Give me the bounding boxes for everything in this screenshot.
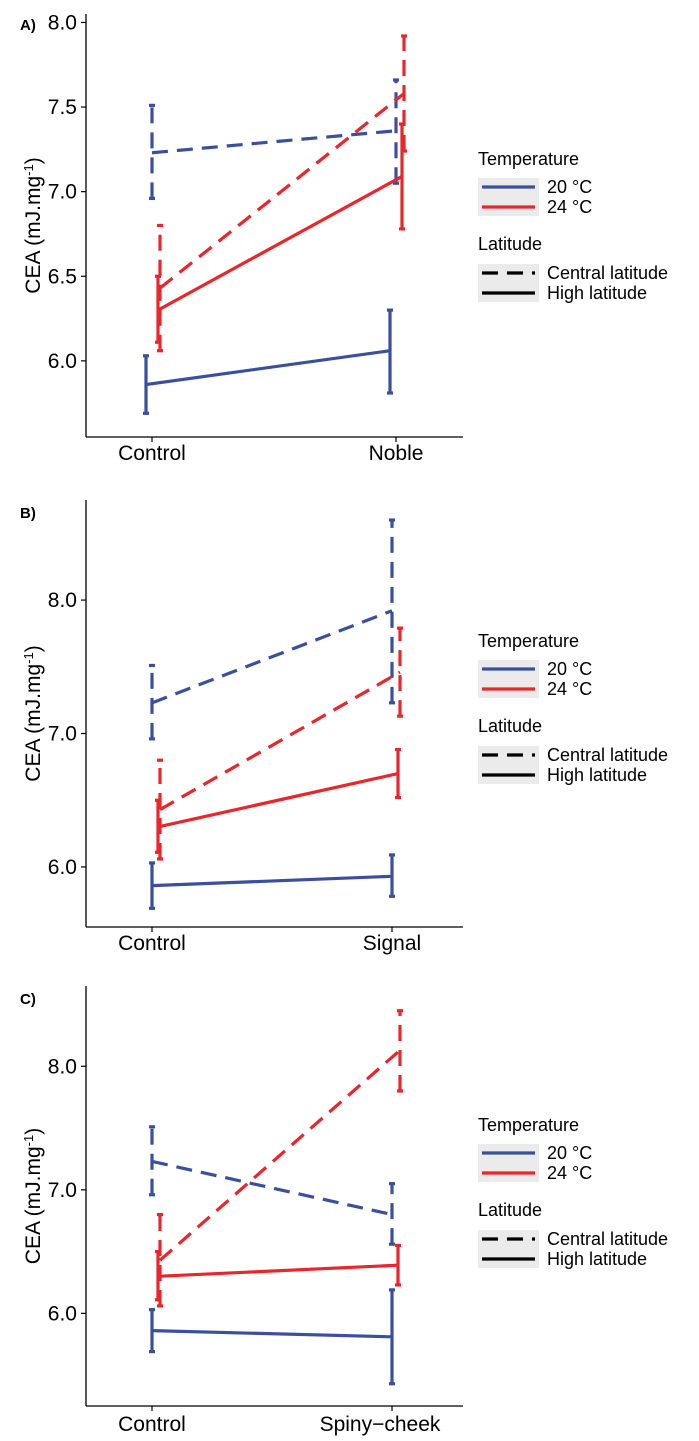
panel-label: C) [20, 991, 36, 1008]
legend-label: 20 °C [547, 177, 592, 197]
legend-key-bg [478, 660, 539, 698]
y-tick-label: 6.0 [48, 1302, 77, 1325]
series-line [158, 1049, 402, 1262]
legend-label: 20 °C [547, 659, 592, 679]
legend-label: 20 °C [547, 1143, 592, 1163]
legend-title-temperature: Temperature [478, 631, 579, 651]
legend-title-latitude: Latitude [478, 234, 542, 254]
legend-key-bg [478, 746, 539, 784]
series-central-latitude-24c [157, 626, 403, 861]
series-line [145, 349, 391, 387]
series-line [151, 1159, 393, 1217]
series-central-latitude-20c [149, 1125, 395, 1246]
x-tick-label: Control [118, 1413, 186, 1436]
panel-label: A) [20, 17, 36, 34]
chart-panel-3: C) 6.0 7.0 8.0 Control Spiny−cheek CEA (mJ.mg-… [20, 986, 668, 1436]
y-tick-label: 6.5 [48, 265, 77, 288]
y-tick-label: 6.0 [48, 856, 77, 879]
legend-key-bg [478, 178, 539, 216]
y-tick-label: 7.5 [48, 96, 77, 119]
series-line [151, 609, 393, 705]
series-line [151, 874, 393, 888]
legend-label: Central latitude [547, 1229, 668, 1249]
series-central-latitude-20c [149, 518, 395, 741]
series-line [151, 129, 397, 155]
series-high-latitude-24c [155, 1243, 401, 1302]
legend-title-latitude: Latitude [478, 716, 542, 736]
y-tick-label: 7.0 [48, 181, 77, 204]
y-axis-label: CEA (mJ.mg-1) [21, 1128, 46, 1264]
legend-title-temperature: Temperature [478, 149, 579, 169]
legend-title-latitude: Latitude [478, 1200, 542, 1220]
series-line [159, 92, 405, 290]
y-tick-label: 8.0 [48, 589, 77, 612]
chart-panel-2: B) 6.0 7.0 8.0 Control Signal CEA (mJ.mg-1) Tem… [20, 500, 668, 955]
series-line [159, 670, 401, 811]
legend-label: 24 °C [547, 197, 592, 217]
legend-key-bg [478, 1230, 539, 1268]
legend-label: 24 °C [547, 1163, 592, 1183]
y-tick-label: 7.0 [48, 1179, 77, 1202]
series-high-latitude-20c [149, 853, 395, 910]
legend-key-bg [478, 264, 539, 302]
x-tick-label: Noble [369, 442, 424, 465]
legend-label: High latitude [547, 765, 647, 785]
series-high-latitude-24c [155, 122, 405, 344]
series-high-latitude-20c [143, 308, 393, 415]
series-line [157, 175, 403, 312]
legend-label: High latitude [547, 1249, 647, 1269]
y-tick-label: 6.0 [48, 350, 77, 373]
series-line [157, 1263, 399, 1278]
legend-title-temperature: Temperature [478, 1115, 579, 1135]
y-tick-label: 7.0 [48, 723, 77, 746]
legend-label: High latitude [547, 283, 647, 303]
panel-label: B) [20, 505, 36, 522]
legend-label: Central latitude [547, 263, 668, 283]
legend-label: 24 °C [547, 679, 592, 699]
series-central-latitude-20c [149, 78, 399, 201]
series-line [151, 1329, 393, 1339]
series-central-latitude-24c [157, 1009, 403, 1308]
legend-label: Central latitude [547, 745, 668, 765]
y-axis-label: CEA (mJ.mg-1) [21, 157, 46, 293]
y-tick-label: 8.0 [48, 11, 77, 34]
y-tick-label: 8.0 [48, 1055, 77, 1078]
series-line [157, 771, 399, 829]
series-high-latitude-24c [155, 747, 401, 854]
x-tick-label: Control [118, 932, 186, 955]
legend-key-bg [478, 1144, 539, 1182]
y-axis-label: CEA (mJ.mg-1) [21, 645, 46, 781]
chart-panel-1: A) 6.0 6.5 7.0 7.5 8.0 Control Noble CEA (mJ.mg-… [20, 11, 668, 465]
series-high-latitude-20c [149, 1288, 395, 1386]
x-tick-label: Signal [363, 932, 421, 955]
x-tick-label: Control [118, 442, 186, 465]
x-tick-label: Spiny−cheek [320, 1413, 441, 1436]
